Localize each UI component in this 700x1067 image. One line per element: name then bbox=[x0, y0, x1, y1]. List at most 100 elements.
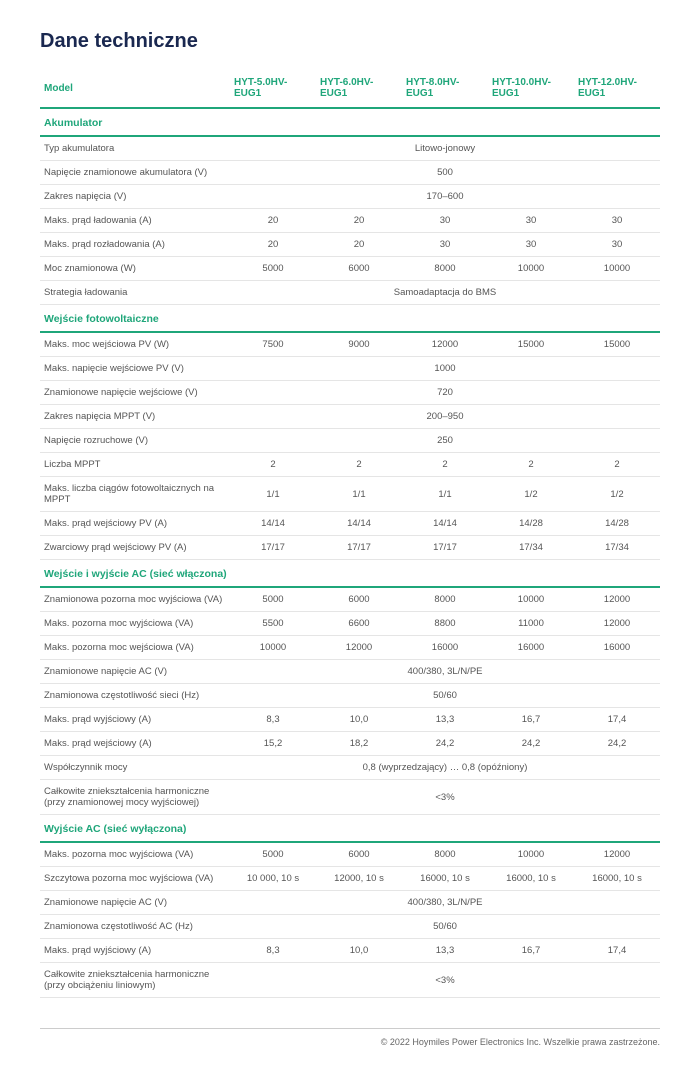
table-row: Strategia ładowaniaSamoadaptacja do BMS bbox=[40, 281, 660, 305]
table-row: Maks. napięcie wejściowe PV (V)1000 bbox=[40, 357, 660, 381]
page-title: Dane techniczne bbox=[40, 30, 660, 53]
section-title: Akumulator bbox=[40, 108, 660, 136]
section-header: Wyjście AC (sieć wyłączona) bbox=[40, 815, 660, 843]
row-label: Całkowite zniekształcenia harmoniczne (p… bbox=[40, 963, 230, 998]
row-label: Zakres napięcia (V) bbox=[40, 185, 230, 209]
row-value: 6600 bbox=[316, 612, 402, 636]
row-value: 12000 bbox=[574, 842, 660, 867]
row-value: 18,2 bbox=[316, 732, 402, 756]
row-value: 2 bbox=[574, 453, 660, 477]
row-value: 13,3 bbox=[402, 939, 488, 963]
row-label: Znamionowa pozorna moc wyjściowa (VA) bbox=[40, 587, 230, 612]
row-value: 17/34 bbox=[488, 536, 574, 560]
table-row: Znamionowa pozorna moc wyjściowa (VA)500… bbox=[40, 587, 660, 612]
row-label: Napięcie znamionowe akumulatora (V) bbox=[40, 161, 230, 185]
row-value: 5000 bbox=[230, 587, 316, 612]
row-value-span: 1000 bbox=[230, 357, 660, 381]
row-value: 13,3 bbox=[402, 708, 488, 732]
row-value: 10 000, 10 s bbox=[230, 867, 316, 891]
row-value: 15000 bbox=[574, 332, 660, 357]
section-title: Wyjście AC (sieć wyłączona) bbox=[40, 815, 660, 843]
table-row: Maks. moc wejściowa PV (W)75009000120001… bbox=[40, 332, 660, 357]
row-value-span: Litowo-jonowy bbox=[230, 136, 660, 161]
row-value: 24,2 bbox=[574, 732, 660, 756]
row-value: 16,7 bbox=[488, 939, 574, 963]
row-value: 8000 bbox=[402, 842, 488, 867]
row-value: 7500 bbox=[230, 332, 316, 357]
row-label: Typ akumulatora bbox=[40, 136, 230, 161]
row-value: 12000 bbox=[574, 612, 660, 636]
row-value: 20 bbox=[230, 233, 316, 257]
row-value: 10000 bbox=[574, 257, 660, 281]
row-value: 1/2 bbox=[488, 477, 574, 512]
row-value: 8,3 bbox=[230, 708, 316, 732]
row-label: Znamionowe napięcie AC (V) bbox=[40, 891, 230, 915]
table-row: Zakres napięcia (V)170–600 bbox=[40, 185, 660, 209]
row-value: 2 bbox=[230, 453, 316, 477]
row-label: Maks. prąd rozładowania (A) bbox=[40, 233, 230, 257]
row-value: 16000 bbox=[574, 636, 660, 660]
table-row: Znamionowa częstotliwość sieci (Hz)50/60 bbox=[40, 684, 660, 708]
row-value: 17,4 bbox=[574, 939, 660, 963]
row-value-span: <3% bbox=[230, 963, 660, 998]
row-label: Zakres napięcia MPPT (V) bbox=[40, 405, 230, 429]
row-value: 5000 bbox=[230, 257, 316, 281]
table-row: Szczytowa pozorna moc wyjściowa (VA)10 0… bbox=[40, 867, 660, 891]
table-row: Zwarciowy prąd wejściowy PV (A) 17/1717/1… bbox=[40, 536, 660, 560]
row-value: 17,4 bbox=[574, 708, 660, 732]
row-value: 30 bbox=[574, 233, 660, 257]
row-value: 5500 bbox=[230, 612, 316, 636]
footer: © 2022 Hoymiles Power Electronics Inc. W… bbox=[40, 1028, 660, 1047]
section-title: Wejście fotowoltaiczne bbox=[40, 305, 660, 333]
row-value-span: 500 bbox=[230, 161, 660, 185]
row-value: 14/28 bbox=[574, 512, 660, 536]
table-row: Znamionowa częstotliwość AC (Hz)50/60 bbox=[40, 915, 660, 939]
row-value-span: 0,8 (wyprzedzający) … 0,8 (opóźniony) bbox=[230, 756, 660, 780]
row-value: 6000 bbox=[316, 842, 402, 867]
row-value: 14/14 bbox=[230, 512, 316, 536]
row-value: 2 bbox=[488, 453, 574, 477]
row-value: 17/17 bbox=[402, 536, 488, 560]
row-label: Szczytowa pozorna moc wyjściowa (VA) bbox=[40, 867, 230, 891]
row-value: 12000, 10 s bbox=[316, 867, 402, 891]
row-label: Maks. prąd wyjściowy (A) bbox=[40, 939, 230, 963]
row-label: Strategia ładowania bbox=[40, 281, 230, 305]
table-row: Maks. prąd rozładowania (A)2020303030 bbox=[40, 233, 660, 257]
table-row: Znamionowe napięcie AC (V)400/380, 3L/N/… bbox=[40, 891, 660, 915]
row-value: 11000 bbox=[488, 612, 574, 636]
table-row: Zakres napięcia MPPT (V)200–950 bbox=[40, 405, 660, 429]
row-value: 17/17 bbox=[316, 536, 402, 560]
row-label: Zwarciowy prąd wejściowy PV (A) bbox=[40, 536, 230, 560]
row-value: 24,2 bbox=[488, 732, 574, 756]
row-value: 1/1 bbox=[316, 477, 402, 512]
table-row: Maks. pozorna moc wyjściowa (VA)55006600… bbox=[40, 612, 660, 636]
table-row: Moc znamionowa (W)5000600080001000010000 bbox=[40, 257, 660, 281]
table-row: Napięcie znamionowe akumulatora (V)500 bbox=[40, 161, 660, 185]
row-value: 8,3 bbox=[230, 939, 316, 963]
row-label: Napięcie rozruchowe (V) bbox=[40, 429, 230, 453]
table-row: Całkowite zniekształcenia harmoniczne (p… bbox=[40, 780, 660, 815]
table-row: Napięcie rozruchowe (V)250 bbox=[40, 429, 660, 453]
row-value: 8000 bbox=[402, 257, 488, 281]
row-value-span: 250 bbox=[230, 429, 660, 453]
table-row: Całkowite zniekształcenia harmoniczne (p… bbox=[40, 963, 660, 998]
row-value: 14/28 bbox=[488, 512, 574, 536]
row-label: Maks. prąd wyjściowy (A) bbox=[40, 708, 230, 732]
row-value: 15000 bbox=[488, 332, 574, 357]
row-label: Maks. moc wejściowa PV (W) bbox=[40, 332, 230, 357]
table-row: Współczynnik mocy0,8 (wyprzedzający) … 0… bbox=[40, 756, 660, 780]
row-value: 10000 bbox=[488, 257, 574, 281]
row-value: 16000, 10 s bbox=[488, 867, 574, 891]
row-value: 6000 bbox=[316, 257, 402, 281]
row-value: 8800 bbox=[402, 612, 488, 636]
row-value: 30 bbox=[402, 233, 488, 257]
row-value: 16000, 10 s bbox=[402, 867, 488, 891]
row-value: 15,2 bbox=[230, 732, 316, 756]
row-label: Znamionowe napięcie wejściowe (V) bbox=[40, 381, 230, 405]
row-value: 24,2 bbox=[402, 732, 488, 756]
col-5: HYT-12.0HV-EUG1 bbox=[574, 69, 660, 108]
row-label: Maks. pozorna moc wyjściowa (VA) bbox=[40, 612, 230, 636]
row-value: 16000 bbox=[488, 636, 574, 660]
row-value: 8000 bbox=[402, 587, 488, 612]
section-title: Wejście i wyjście AC (sieć włączona) bbox=[40, 560, 660, 588]
